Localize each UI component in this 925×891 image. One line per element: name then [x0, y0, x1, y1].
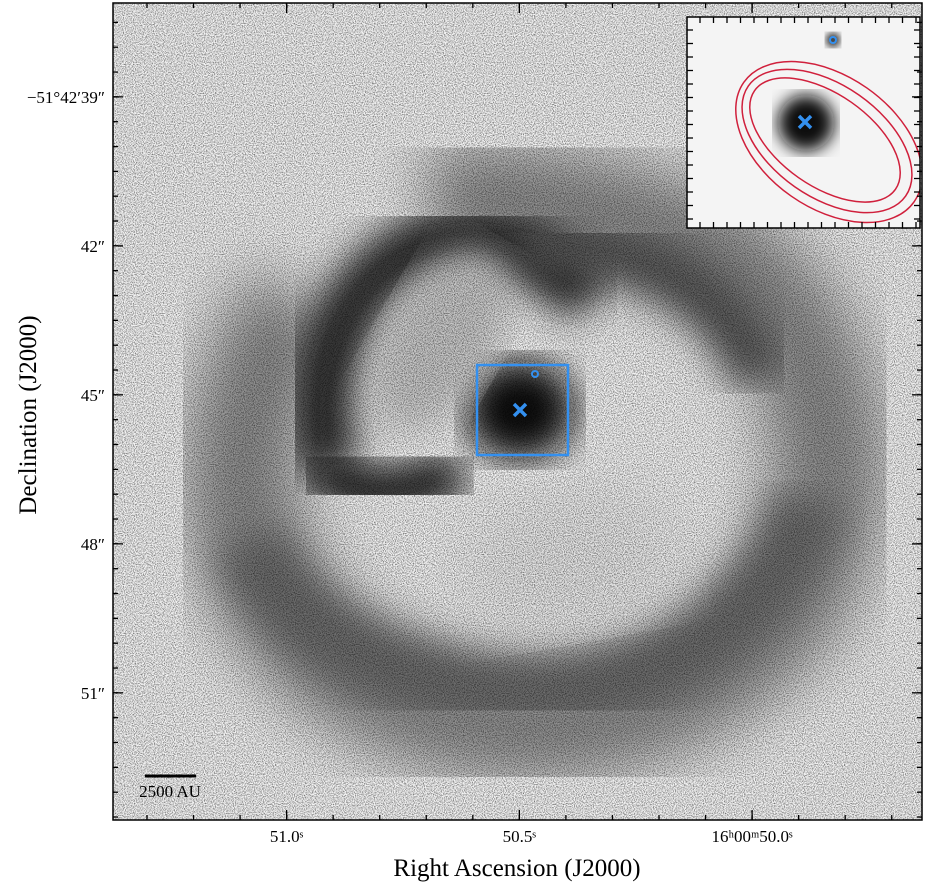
x-tick-label: 51.0ˢ	[270, 827, 304, 846]
circle-marker	[829, 36, 837, 44]
x-tick-label: 50.5ˢ	[503, 827, 537, 846]
y-tick-label: 48″	[81, 535, 105, 554]
circle-marker	[531, 370, 539, 378]
x-tick-label: 16ʰ00ᵐ50.0ˢ	[712, 827, 794, 846]
contour	[735, 60, 920, 224]
plot-frame	[112, 2, 923, 821]
y-tick-label: 45″	[81, 386, 105, 405]
scale-bar-label: 2500 AU	[139, 782, 201, 801]
x-axis-label: Right Ascension (J2000)	[393, 855, 640, 882]
inset-frame	[686, 16, 921, 229]
contour	[741, 68, 913, 214]
y-axis-label: Declination (J2000)	[15, 315, 42, 514]
cross-marker	[512, 402, 528, 418]
y-tick-label: −51°42′39″	[27, 88, 105, 107]
cross-marker	[797, 114, 813, 130]
y-tick-label: 51″	[81, 684, 105, 703]
inset-markers	[797, 36, 837, 130]
inset	[687, 17, 920, 228]
source-marker	[512, 370, 539, 418]
y-tick-label: 42″	[81, 237, 105, 256]
contour	[749, 77, 901, 203]
zoom-box	[475, 363, 570, 457]
